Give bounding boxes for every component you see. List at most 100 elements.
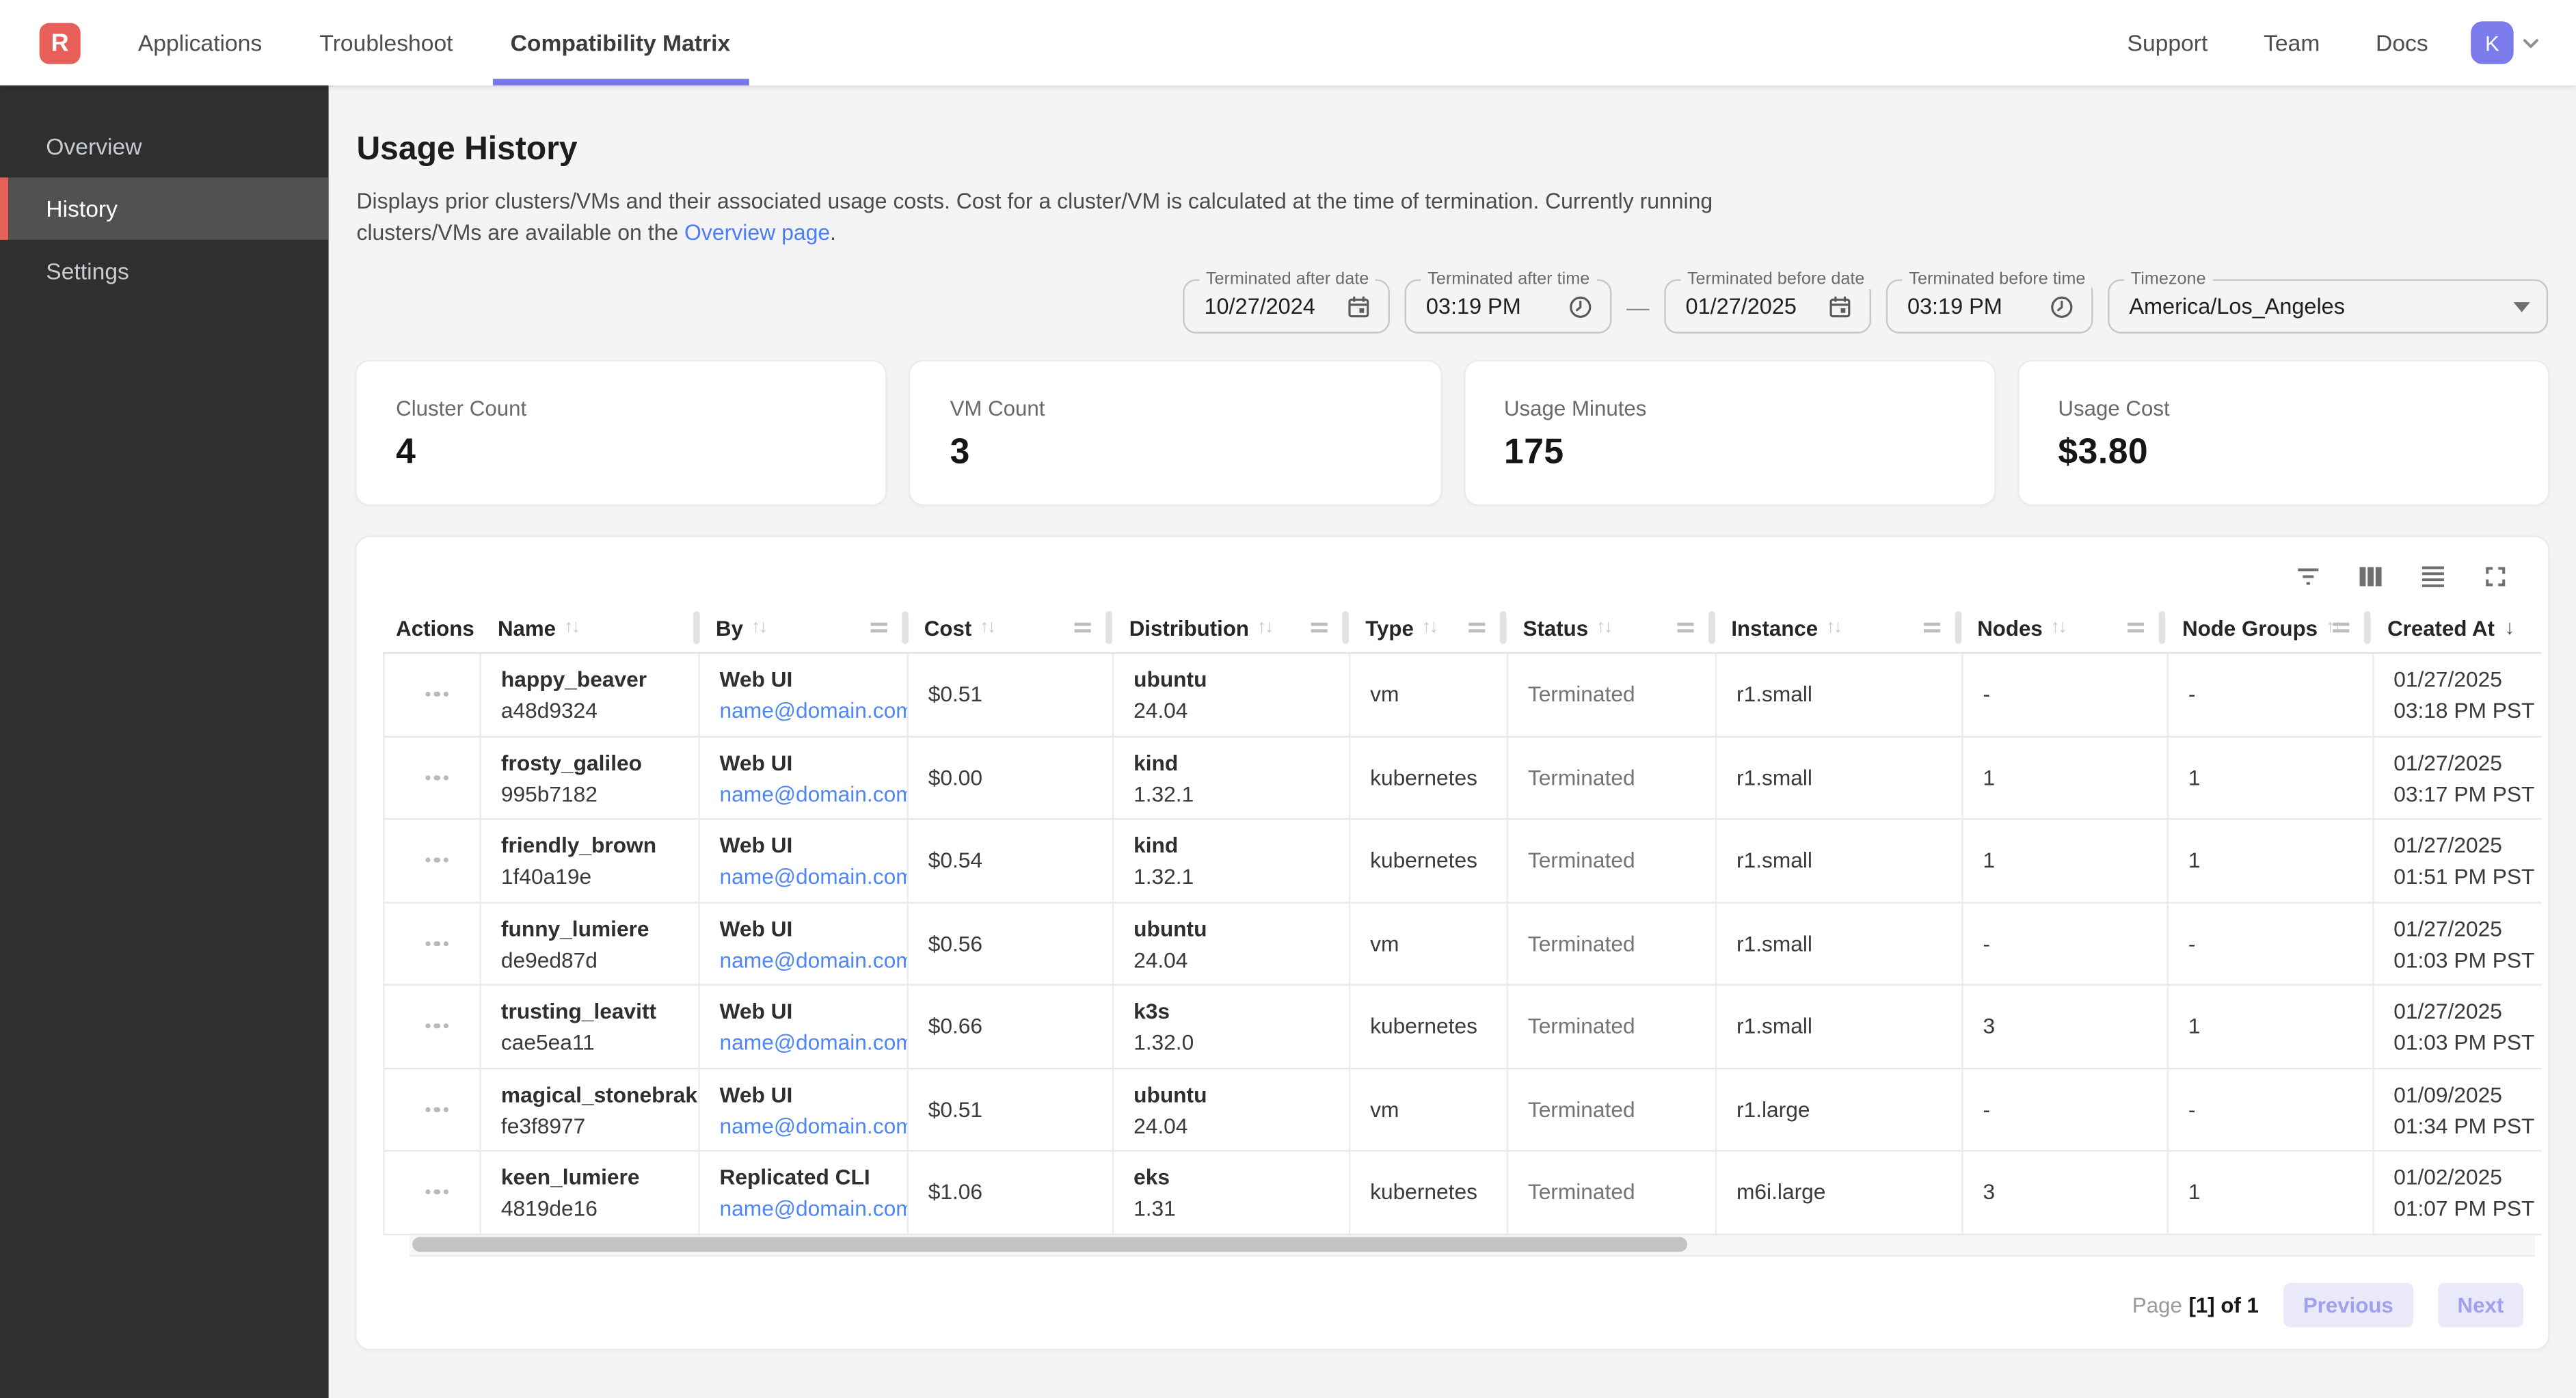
distribution-name: ubuntu xyxy=(1133,915,1207,941)
column-menu-icon[interactable] xyxy=(1468,622,1486,636)
cell-value: $1.06 xyxy=(928,1179,983,1205)
cell-value: - xyxy=(2188,682,2196,707)
account-menu[interactable]: K xyxy=(2471,21,2543,64)
user-email-link[interactable]: name@domain.com xyxy=(719,1030,907,1055)
column-header-type[interactable]: Type ↑↓ xyxy=(1345,603,1507,652)
column-separator[interactable] xyxy=(2364,610,2372,644)
user-email-link[interactable]: name@domain.com xyxy=(719,698,907,723)
row-actions-button[interactable] xyxy=(418,935,455,953)
column-separator[interactable] xyxy=(693,610,700,644)
timezone-select[interactable]: Timezone America/Los_Angeles xyxy=(2108,269,2549,334)
created-by-source: Web UI xyxy=(719,749,793,775)
column-separator[interactable] xyxy=(2159,610,2166,644)
columns-icon[interactable] xyxy=(2354,560,2387,593)
cell-actions xyxy=(384,986,479,1067)
column-label: Created At xyxy=(2387,615,2495,640)
column-menu-icon[interactable] xyxy=(1075,622,1092,636)
cluster-id: fe3f8977 xyxy=(500,1113,586,1138)
terminated-after-date-field[interactable]: Terminated after date 10/27/2024 xyxy=(1183,269,1390,334)
horizontal-scrollbar[interactable] xyxy=(409,1234,2535,1256)
column-menu-icon[interactable] xyxy=(2128,622,2145,636)
column-separator[interactable] xyxy=(1708,610,1715,644)
calendar-icon[interactable] xyxy=(1827,293,1853,319)
avatar[interactable]: K xyxy=(2471,21,2514,64)
column-separator[interactable] xyxy=(1954,610,1961,644)
column-separator[interactable] xyxy=(901,610,908,644)
column-separator[interactable] xyxy=(1342,610,1350,644)
column-header-cost[interactable]: Cost ↑↓ xyxy=(904,603,1113,652)
column-menu-icon[interactable] xyxy=(1311,622,1328,636)
cell-distribution: kind 1.32.1 xyxy=(1112,736,1349,818)
sidebar-item-overview[interactable]: Overview xyxy=(46,133,142,160)
column-header-created-at[interactable]: Created At ↓ xyxy=(2367,603,2541,652)
user-email-link[interactable]: name@domain.com xyxy=(719,1113,907,1138)
column-header-name[interactable]: Name ↑↓ xyxy=(478,603,700,652)
cell-value: - xyxy=(1983,1097,1991,1122)
previous-page-button[interactable]: Previous xyxy=(2283,1282,2413,1327)
user-email-link[interactable]: name@domain.com xyxy=(719,947,907,972)
sidebar-item-history[interactable]: History xyxy=(0,177,329,240)
column-header-status[interactable]: Status ↑↓ xyxy=(1503,603,1715,652)
filter-icon[interactable] xyxy=(2292,560,2324,593)
column-header-distribution[interactable]: Distribution ↑↓ xyxy=(1110,603,1350,652)
status-text: Terminated xyxy=(1527,1179,1635,1205)
row-actions-button[interactable] xyxy=(418,1100,455,1118)
cell-value: - xyxy=(1983,682,1991,707)
user-email-link[interactable]: name@domain.com xyxy=(719,1196,907,1221)
cell-name: keen_lumiere 4819de16 xyxy=(479,1151,699,1233)
clock-icon[interactable] xyxy=(2049,293,2075,319)
main-content: Usage History Displays prior clusters/VM… xyxy=(329,85,2576,1398)
cell-nodes: 3 xyxy=(1961,985,2166,1067)
column-header-by[interactable]: By ↑↓ xyxy=(696,603,908,652)
overview-page-link[interactable]: Overview page xyxy=(684,220,831,245)
terminated-before-date-field[interactable]: Terminated before date 01/27/2025 xyxy=(1664,269,1872,334)
cell-created-at: 01/09/2025 01:34 PM PST xyxy=(2372,1068,2547,1151)
column-separator[interactable] xyxy=(1106,610,1113,644)
replicated-logo[interactable]: R xyxy=(39,22,81,64)
tab-applications[interactable]: Applications xyxy=(137,29,263,56)
column-header-instance[interactable]: Instance ↑↓ xyxy=(1712,603,1961,652)
column-label: Distribution xyxy=(1129,615,1250,640)
nav-link-support[interactable]: Support xyxy=(2127,29,2208,56)
dot xyxy=(444,1189,449,1195)
dropdown-arrow-icon[interactable] xyxy=(2513,301,2530,312)
sidebar-item-settings[interactable]: Settings xyxy=(46,258,129,284)
user-email-link[interactable]: name@domain.com xyxy=(719,864,907,889)
row-actions-button[interactable] xyxy=(418,685,455,703)
density-icon[interactable] xyxy=(2417,560,2450,593)
cell-node-groups: 1 xyxy=(2166,1151,2372,1233)
row-actions-button[interactable] xyxy=(418,851,455,870)
nav-link-docs[interactable]: Docs xyxy=(2376,29,2428,56)
distribution-version: 24.04 xyxy=(1133,947,1188,972)
row-actions-button[interactable] xyxy=(418,1017,455,1036)
scrollbar-thumb[interactable] xyxy=(412,1237,1688,1252)
fullscreen-icon[interactable] xyxy=(2479,560,2512,593)
chevron-down-icon[interactable] xyxy=(2519,30,2543,55)
nav-link-team[interactable]: Team xyxy=(2264,29,2320,56)
status-text: Terminated xyxy=(1527,1014,1635,1039)
cell-node-groups: 1 xyxy=(2166,736,2372,818)
column-menu-icon[interactable] xyxy=(2333,622,2350,636)
clock-icon[interactable] xyxy=(1568,293,1594,319)
cell-cost: $0.51 xyxy=(907,654,1112,736)
user-email-link[interactable]: name@domain.com xyxy=(719,781,907,806)
terminated-after-time-field[interactable]: Terminated after time 03:19 PM xyxy=(1404,269,1612,334)
dot xyxy=(425,857,431,863)
column-menu-icon[interactable] xyxy=(1922,622,1940,636)
column-header-nodes[interactable]: Nodes ↑↓ xyxy=(1957,603,2166,652)
usage-table-card: Actions Name ↑↓ By ↑↓ Cost ↑↓ Distribution ↑↓ Typ… xyxy=(356,537,2549,1348)
description-line1: Displays prior clusters/VMs and their as… xyxy=(356,189,1713,214)
column-menu-icon[interactable] xyxy=(1677,622,1694,636)
next-page-button[interactable]: Next xyxy=(2437,1282,2524,1327)
tab-troubleshoot[interactable]: Troubleshoot xyxy=(319,29,453,56)
column-menu-icon[interactable] xyxy=(870,622,887,636)
column-header-node-groups[interactable]: Node Groups ↑↓ xyxy=(2162,603,2372,652)
row-actions-button[interactable] xyxy=(418,768,455,787)
calendar-icon[interactable] xyxy=(1345,293,1371,319)
tab-compatibility-matrix[interactable]: Compatibility Matrix xyxy=(492,0,749,85)
stat-card-usage-minutes: Usage Minutes 175 xyxy=(1464,361,1994,505)
column-separator[interactable] xyxy=(1499,610,1507,644)
terminated-before-time-field[interactable]: Terminated before time 03:19 PM xyxy=(1886,269,2093,334)
row-actions-button[interactable] xyxy=(418,1183,455,1202)
sort-icon: ↑↓ xyxy=(980,617,996,638)
